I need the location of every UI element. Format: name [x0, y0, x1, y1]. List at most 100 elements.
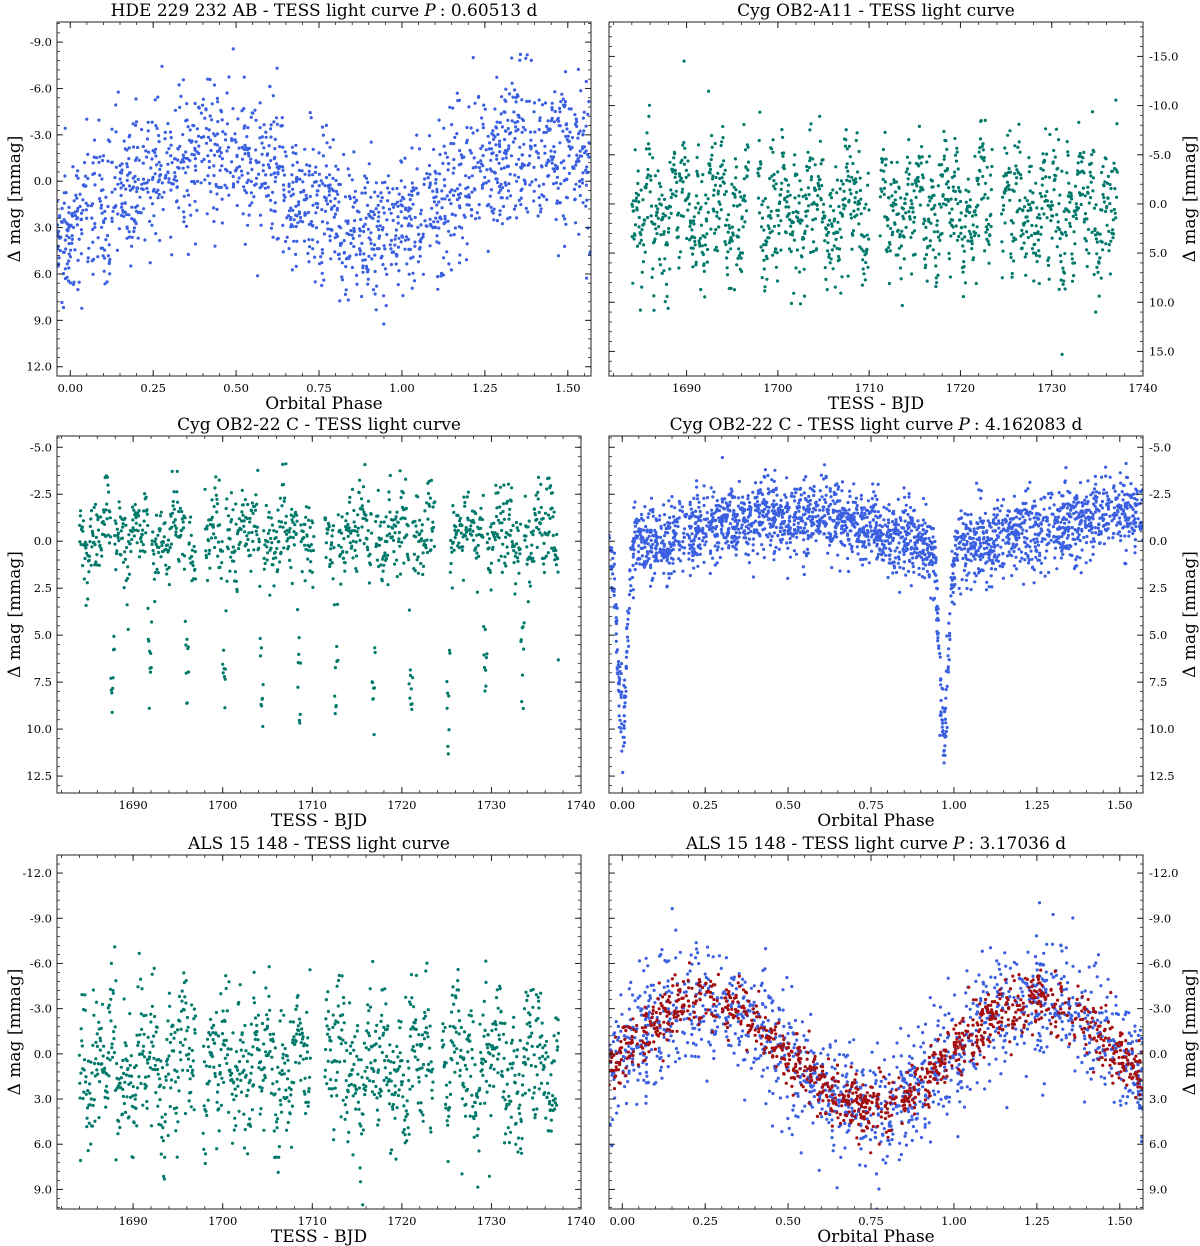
data-point	[450, 123, 454, 127]
data-point	[1003, 221, 1007, 225]
data-point	[109, 535, 113, 539]
data-point	[223, 706, 227, 710]
data-point	[1087, 201, 1091, 205]
data-point	[89, 563, 93, 567]
data-point	[244, 146, 248, 150]
data-point	[1035, 206, 1039, 210]
data-point	[373, 269, 377, 274]
chart-title: HDE 229 232 AB - TESS light curve P: 0.60…	[111, 1, 538, 21]
data-point	[264, 135, 268, 139]
data-point	[237, 165, 242, 169]
data-point	[118, 506, 122, 510]
data-point	[719, 143, 723, 148]
data-point	[516, 556, 520, 560]
data-point	[705, 219, 709, 223]
data-point	[399, 210, 403, 214]
data-point	[936, 184, 940, 188]
data-point	[304, 515, 308, 519]
data-point	[324, 123, 328, 127]
data-point	[489, 188, 493, 192]
data-point	[879, 187, 883, 191]
data-point	[325, 202, 330, 206]
data-point	[533, 130, 537, 134]
data-point	[676, 235, 680, 239]
data-point	[290, 268, 294, 272]
data-point	[917, 164, 921, 168]
data-point	[181, 166, 185, 170]
data-point	[536, 214, 540, 218]
data-point	[264, 130, 268, 134]
data-point	[1033, 532, 1037, 536]
data-point	[431, 505, 435, 509]
data-point	[170, 161, 174, 165]
x-tick-label: 1730	[1037, 381, 1066, 395]
data-point	[411, 676, 415, 680]
data-point	[188, 203, 192, 207]
data-point	[354, 540, 358, 544]
data-point	[338, 299, 342, 303]
data-point	[175, 179, 179, 183]
data-point	[396, 221, 400, 225]
data-point	[1067, 210, 1071, 214]
data-point	[514, 100, 518, 104]
data-point	[524, 206, 528, 210]
data-point	[339, 226, 343, 230]
data-point	[692, 215, 696, 219]
data-point	[370, 680, 375, 685]
data-point	[1092, 150, 1096, 154]
data-point	[1019, 234, 1023, 238]
data-point	[535, 517, 539, 521]
data-point	[306, 548, 310, 552]
data-point	[423, 539, 427, 543]
data-point	[410, 286, 414, 290]
data-point	[547, 476, 551, 480]
data-point	[309, 220, 314, 224]
data-point	[361, 264, 365, 268]
data-point	[674, 172, 678, 176]
data-point	[1021, 232, 1025, 236]
data-point	[465, 138, 469, 142]
data-point	[667, 216, 671, 220]
data-point	[242, 185, 246, 189]
data-point	[164, 176, 168, 180]
data-point	[294, 225, 298, 229]
data-point	[713, 183, 718, 187]
data-point	[79, 509, 83, 513]
data-point	[503, 149, 507, 153]
data-point	[832, 244, 836, 248]
data-point	[647, 557, 651, 561]
data-point	[392, 550, 396, 554]
data-point	[1066, 150, 1070, 154]
data-point	[1039, 167, 1043, 171]
data-point	[654, 227, 658, 231]
data-point	[651, 267, 655, 271]
data-point	[995, 513, 1000, 517]
data-point	[799, 188, 803, 192]
data-point	[257, 537, 261, 541]
data-point	[740, 269, 744, 274]
data-point	[401, 294, 405, 298]
data-point	[623, 719, 627, 724]
data-point	[391, 526, 395, 530]
data-point	[173, 175, 177, 179]
data-point	[336, 658, 340, 663]
data-point	[951, 225, 955, 229]
data-point	[567, 154, 571, 158]
data-point	[322, 278, 326, 282]
data-point	[181, 520, 185, 524]
data-point	[636, 181, 640, 186]
data-point	[261, 163, 265, 167]
data-point	[533, 143, 537, 148]
data-point	[780, 128, 784, 132]
data-point	[372, 733, 376, 737]
data-point	[260, 696, 264, 701]
data-point	[401, 491, 405, 495]
data-point	[665, 294, 669, 299]
data-point	[517, 157, 521, 161]
data-point	[289, 194, 293, 198]
data-point	[134, 120, 138, 124]
data-point	[317, 184, 321, 188]
data-point	[978, 137, 983, 141]
x-tick-label: 1.00	[389, 381, 415, 395]
data-point	[356, 513, 360, 517]
